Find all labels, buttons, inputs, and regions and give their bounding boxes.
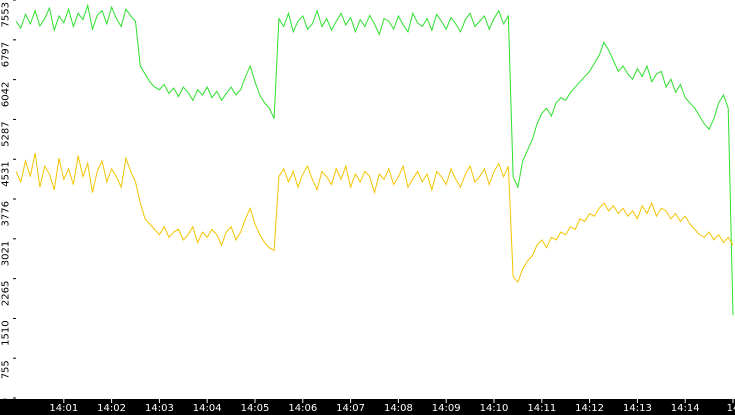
x-tick-label: 14:12 [575,403,604,414]
series-line [15,3,734,316]
y-tick-label: 0 [0,398,11,404]
y-tick-label: 6042 [0,82,11,107]
x-tick-label: 14:01 [49,403,78,414]
x-tick-label: 14:08 [384,403,413,414]
x-tick-label: 14:04 [193,403,222,414]
y-tick-label: 755 [0,360,11,379]
x-tick-label: 14:02 [97,403,126,414]
x-axis-band [0,399,735,415]
x-tick-label: 14:11 [527,403,556,414]
series-line [15,152,734,284]
y-tick-label: 3776 [0,201,11,226]
x-tick-label: 14:09 [432,403,461,414]
x-tick-label: 14:05 [241,403,270,414]
x-tick-label: 14:06 [288,403,317,414]
y-tick-label: 5287 [0,121,11,146]
x-tick-label: 14:03 [145,403,174,414]
y-tick-label: 1510 [0,320,11,345]
x-tick-label: 14:07 [336,403,365,414]
y-tick-label: 4531 [0,161,11,186]
x-tick-label: 14:14 [671,403,700,414]
x-tick-label: 14:10 [480,403,509,414]
y-tick-label: 6797 [0,42,11,67]
y-tick-label: 2265 [0,281,11,306]
x-tick-label: 14 [727,403,735,414]
x-tick-label: 14:13 [623,403,652,414]
y-tick-label: 7553 [0,2,11,27]
y-tick-label: 3021 [0,241,11,266]
